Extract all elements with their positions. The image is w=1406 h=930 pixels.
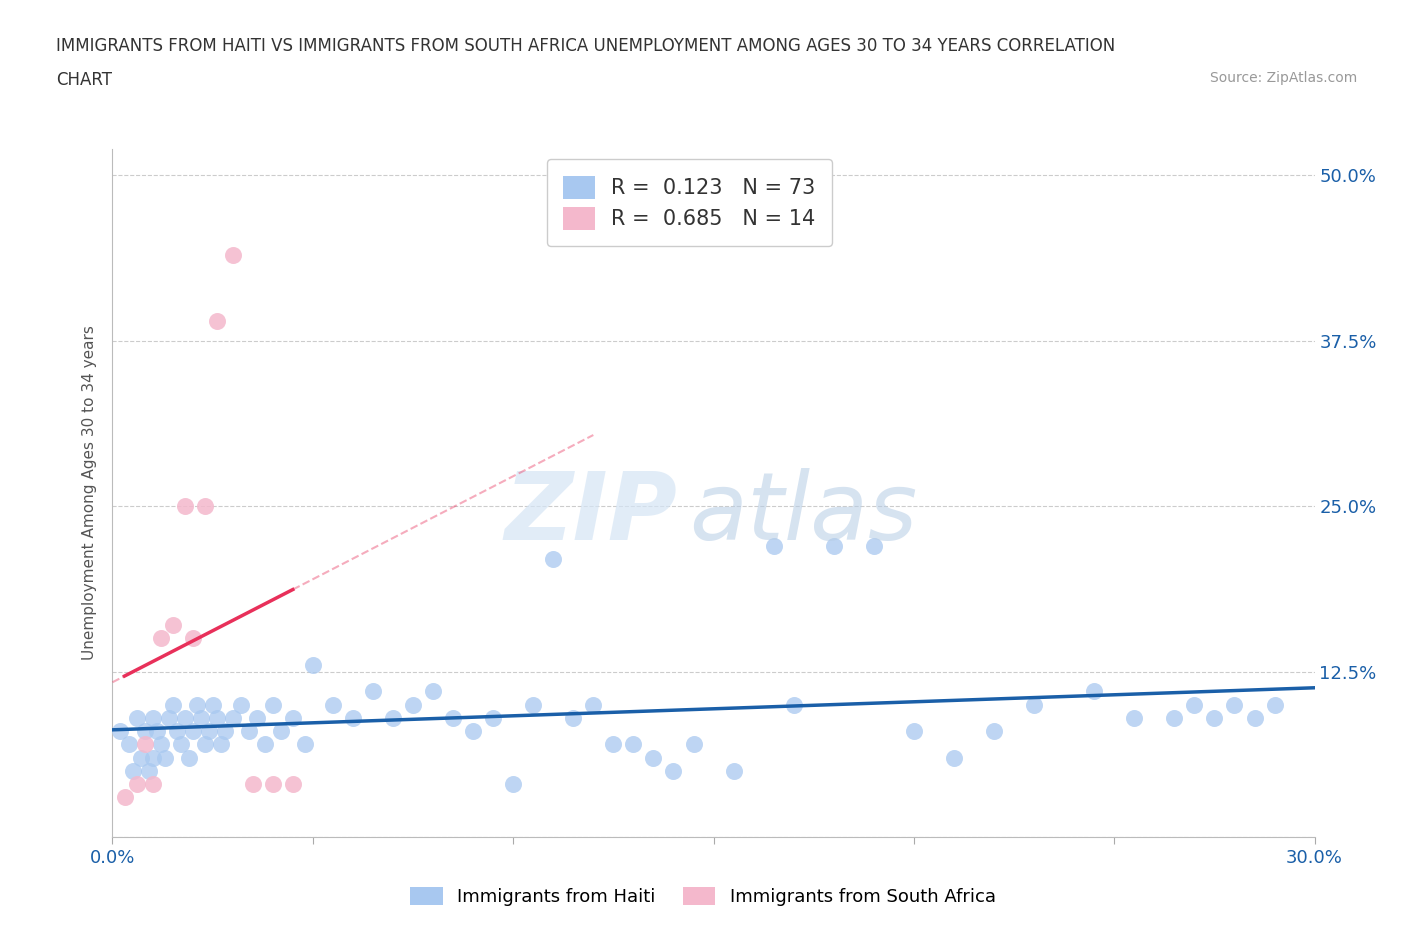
Legend: R =  0.123   N = 73, R =  0.685   N = 14: R = 0.123 N = 73, R = 0.685 N = 14	[547, 159, 832, 246]
Point	[153, 751, 176, 765]
Point	[723, 764, 745, 778]
Point	[1243, 711, 1265, 725]
Point	[1083, 684, 1105, 698]
Point	[1123, 711, 1146, 725]
Point	[169, 737, 191, 751]
Point	[138, 764, 160, 778]
Point	[121, 764, 143, 778]
Point	[402, 698, 425, 712]
Point	[157, 711, 180, 725]
Point	[209, 737, 232, 751]
Point	[294, 737, 316, 751]
Point	[1204, 711, 1226, 725]
Point	[162, 618, 184, 632]
Text: ZIP: ZIP	[505, 468, 678, 560]
Point	[662, 764, 685, 778]
Point	[222, 247, 245, 262]
Point	[186, 698, 208, 712]
Point	[238, 724, 260, 738]
Point	[1184, 698, 1206, 712]
Point	[682, 737, 704, 751]
Point	[110, 724, 132, 738]
Point	[322, 698, 344, 712]
Point	[302, 658, 325, 672]
Point	[522, 698, 544, 712]
Point	[270, 724, 292, 738]
Point	[205, 711, 228, 725]
Point	[141, 751, 163, 765]
Point	[246, 711, 269, 725]
Point	[134, 737, 156, 751]
Text: Source: ZipAtlas.com: Source: ZipAtlas.com	[1209, 71, 1357, 85]
Point	[141, 711, 163, 725]
Point	[149, 737, 172, 751]
Point	[197, 724, 219, 738]
Point	[441, 711, 464, 725]
Point	[173, 711, 195, 725]
Point	[562, 711, 585, 725]
Point	[194, 737, 217, 751]
Text: atlas: atlas	[689, 468, 918, 559]
Point	[201, 698, 224, 712]
Point	[125, 777, 148, 791]
Point	[1163, 711, 1185, 725]
Point	[173, 498, 195, 513]
Point	[983, 724, 1005, 738]
Point	[762, 538, 785, 553]
Point	[621, 737, 644, 751]
Point	[543, 551, 565, 566]
Point	[190, 711, 212, 725]
Point	[229, 698, 252, 712]
Point	[281, 711, 304, 725]
Point	[461, 724, 484, 738]
Point	[1024, 698, 1046, 712]
Text: CHART: CHART	[56, 71, 112, 88]
Point	[205, 313, 228, 328]
Point	[222, 711, 245, 725]
Point	[602, 737, 624, 751]
Point	[903, 724, 925, 738]
Point	[863, 538, 886, 553]
Point	[281, 777, 304, 791]
Y-axis label: Unemployment Among Ages 30 to 34 years: Unemployment Among Ages 30 to 34 years	[82, 326, 97, 660]
Point	[114, 790, 136, 804]
Point	[342, 711, 364, 725]
Point	[262, 698, 284, 712]
Point	[242, 777, 264, 791]
Point	[214, 724, 236, 738]
Point	[361, 684, 384, 698]
Point	[1223, 698, 1246, 712]
Point	[823, 538, 845, 553]
Point	[253, 737, 276, 751]
Point	[149, 631, 172, 646]
Point	[422, 684, 444, 698]
Point	[162, 698, 184, 712]
Point	[482, 711, 505, 725]
Point	[181, 631, 204, 646]
Point	[382, 711, 405, 725]
Point	[181, 724, 204, 738]
Point	[177, 751, 200, 765]
Point	[582, 698, 605, 712]
Point	[502, 777, 524, 791]
Point	[129, 751, 152, 765]
Point	[942, 751, 965, 765]
Point	[117, 737, 139, 751]
Point	[125, 711, 148, 725]
Legend: Immigrants from Haiti, Immigrants from South Africa: Immigrants from Haiti, Immigrants from S…	[404, 880, 1002, 913]
Text: IMMIGRANTS FROM HAITI VS IMMIGRANTS FROM SOUTH AFRICA UNEMPLOYMENT AMONG AGES 30: IMMIGRANTS FROM HAITI VS IMMIGRANTS FROM…	[56, 37, 1115, 55]
Point	[262, 777, 284, 791]
Point	[782, 698, 804, 712]
Point	[166, 724, 188, 738]
Point	[1264, 698, 1286, 712]
Point	[643, 751, 665, 765]
Point	[141, 777, 163, 791]
Point	[134, 724, 156, 738]
Point	[145, 724, 167, 738]
Point	[194, 498, 217, 513]
